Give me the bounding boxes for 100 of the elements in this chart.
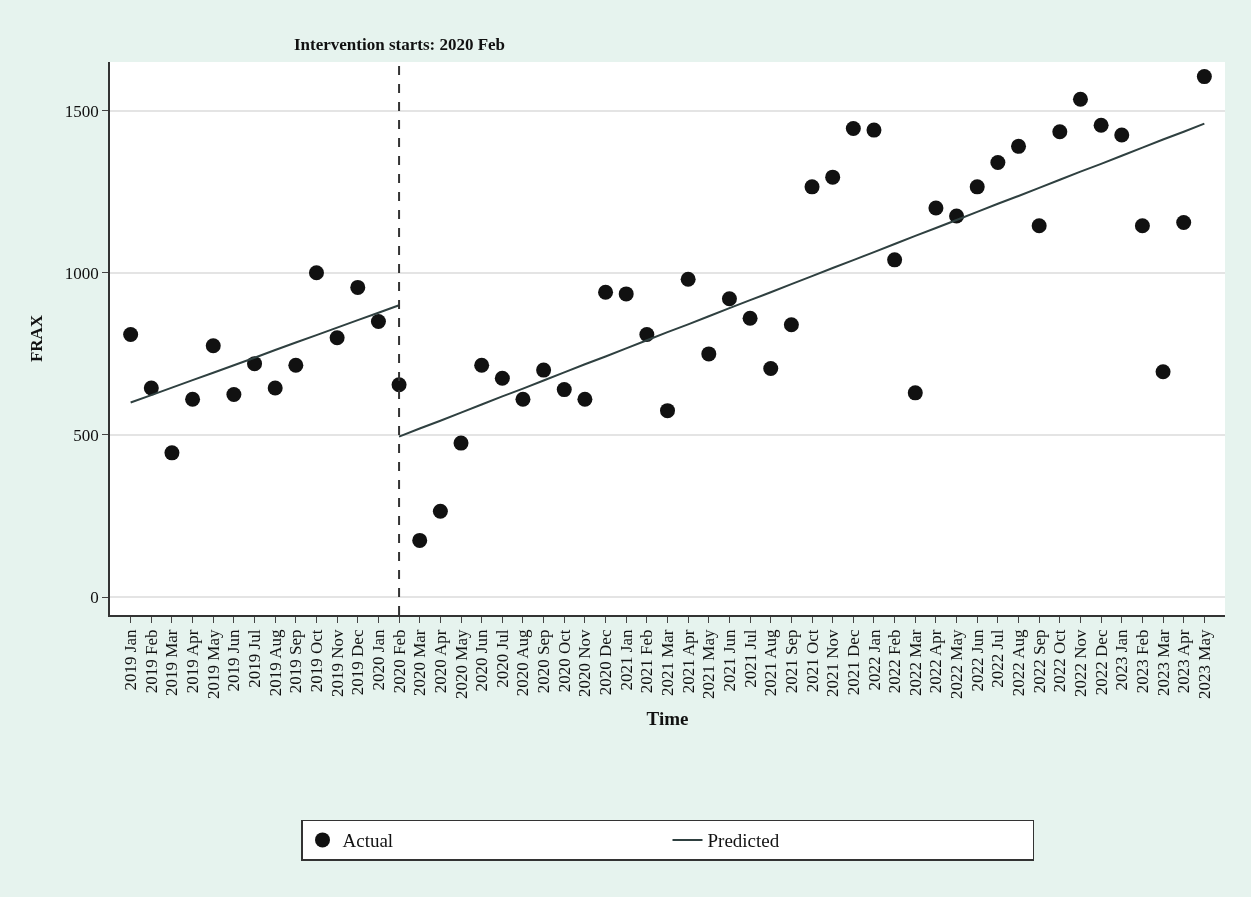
y-tick-label: 1500 <box>64 101 99 121</box>
x-tick-label: 2020 Jan <box>368 629 388 691</box>
point <box>618 286 634 302</box>
point <box>1072 91 1088 107</box>
x-tick-label: 2021 Oct <box>802 629 822 693</box>
ref-line-label: Intervention starts: 2020 Feb <box>294 35 506 54</box>
x-tick-label: 2019 Dec <box>348 629 368 696</box>
point <box>1196 69 1212 85</box>
x-tick-label: 2021 Jul <box>740 629 760 688</box>
legend-label: Actual <box>342 830 394 852</box>
point <box>887 252 903 268</box>
point <box>288 357 304 373</box>
x-tick-label: 2019 Jul <box>245 629 265 688</box>
x-tick-label: 2023 Jan <box>1112 629 1132 691</box>
x-tick-label: 2020 Sep <box>534 629 554 694</box>
x-tick-label: 2023 May <box>1194 629 1214 699</box>
x-tick-label: 2022 Feb <box>885 629 905 694</box>
point <box>143 380 159 396</box>
x-tick-label: 2020 Dec <box>596 629 616 696</box>
x-tick-label: 2022 Jul <box>988 629 1008 688</box>
point <box>370 313 386 329</box>
point <box>515 391 531 407</box>
x-tick-label: 2021 Apr <box>678 629 698 694</box>
x-tick-label: 2021 Aug <box>761 629 781 697</box>
point <box>308 265 324 281</box>
x-tick-label: 2022 Jan <box>864 629 884 691</box>
point <box>1093 117 1109 133</box>
x-tick-label: 2019 Aug <box>265 629 285 697</box>
point <box>412 532 428 548</box>
x-tick-label: 2019 Sep <box>286 629 306 694</box>
point <box>969 179 985 195</box>
x-tick-label: 2022 Sep <box>1029 629 1049 694</box>
legend-label: Predicted <box>707 830 780 852</box>
x-tick-label: 2019 Nov <box>327 629 347 698</box>
point <box>267 380 283 396</box>
x-tick-label: 2021 Dec <box>843 629 863 696</box>
x-tick-label: 2023 Apr <box>1174 629 1194 694</box>
y-tick-label: 500 <box>73 425 99 445</box>
line-series <box>129 304 401 404</box>
point <box>577 391 593 407</box>
point <box>226 386 242 402</box>
point <box>783 317 799 333</box>
point <box>598 284 614 300</box>
x-tick-label: 2020 Aug <box>513 629 533 697</box>
x-tick-label: 2019 Oct <box>307 629 327 693</box>
x-tick-label: 2021 May <box>699 629 719 699</box>
x-tick-label: 2020 Nov <box>575 629 595 698</box>
x-tick-label: 2019 Jun <box>224 629 244 692</box>
point <box>1011 138 1027 154</box>
point <box>185 391 201 407</box>
point <box>721 291 737 307</box>
x-tick-label: 2021 Jun <box>719 629 739 692</box>
x-tick-label: 2020 Mar <box>410 629 430 697</box>
line-series <box>398 122 1206 438</box>
point <box>1031 218 1047 234</box>
x-tick-label: 2022 Oct <box>1050 629 1070 693</box>
point <box>536 362 552 378</box>
x-tick-label: 2021 Jan <box>616 629 636 691</box>
point <box>1155 364 1171 380</box>
x-tick-label: 2019 Feb <box>141 629 161 694</box>
point <box>928 200 944 216</box>
x-tick-label: 2020 Feb <box>389 629 409 694</box>
point <box>164 445 180 461</box>
point <box>556 382 572 398</box>
x-tick-label: 2020 May <box>451 629 471 699</box>
point <box>329 330 345 346</box>
x-tick-label: 2023 Feb <box>1132 629 1152 694</box>
point <box>391 377 407 393</box>
point <box>205 338 221 354</box>
point <box>1114 127 1130 143</box>
point <box>1134 218 1150 234</box>
x-tick-label: 2019 May <box>203 629 223 699</box>
y-tick-label: 0 <box>90 588 99 608</box>
x-tick-label: 2023 Mar <box>1153 629 1173 697</box>
point <box>123 326 139 342</box>
point <box>804 179 820 195</box>
y-tick-label: 1000 <box>64 263 99 283</box>
point <box>1176 215 1192 231</box>
x-tick-label: 2022 May <box>947 629 967 699</box>
x-tick-label: 2021 Nov <box>823 629 843 698</box>
x-tick-label: 2021 Feb <box>637 629 657 694</box>
point <box>907 385 923 401</box>
point <box>742 310 758 326</box>
x-tick-label: 2022 Apr <box>926 629 946 694</box>
point <box>763 361 779 376</box>
point <box>494 370 510 386</box>
x-tick-label: 2021 Sep <box>781 629 801 694</box>
point <box>432 503 448 519</box>
point <box>680 271 696 287</box>
point <box>845 120 861 136</box>
x-tick-label: 2020 Oct <box>554 629 574 693</box>
point <box>350 279 366 295</box>
x-tick-label: 2020 Jun <box>472 629 492 692</box>
y-axis-title: FRAX <box>26 314 46 363</box>
point <box>453 435 469 451</box>
point <box>990 155 1006 171</box>
x-tick-label: 2022 Nov <box>1070 629 1090 698</box>
point <box>825 169 841 185</box>
x-tick-label: 2022 Dec <box>1091 629 1111 696</box>
x-tick-label: 2022 Aug <box>1009 629 1029 697</box>
